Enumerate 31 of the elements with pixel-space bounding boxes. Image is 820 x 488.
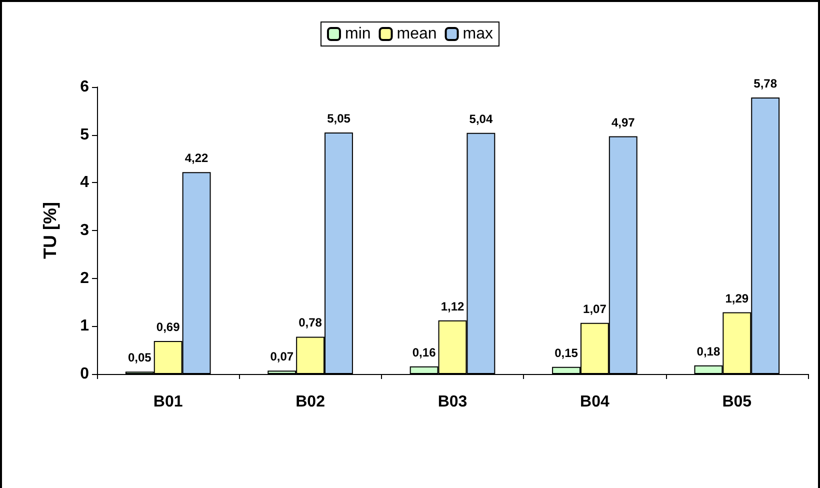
x-tick-label: B03 — [438, 394, 468, 410]
y-tick-label: 0 — [80, 366, 90, 382]
data-label: 1,29 — [725, 291, 749, 306]
data-label: 5,04 — [469, 112, 493, 126]
legend-label: min — [344, 26, 371, 42]
x-tick-label: B02 — [296, 394, 326, 410]
data-label: 0,16 — [412, 345, 436, 360]
data-label: 0,78 — [298, 316, 322, 330]
data-label: 0,07 — [270, 350, 294, 364]
y-tick-label: 2 — [80, 270, 90, 287]
y-tick-label: 1 — [80, 318, 90, 335]
y-tick-label: 4 — [80, 174, 90, 192]
data-label: 0,05 — [128, 350, 152, 365]
data-label: 0,69 — [156, 320, 180, 334]
y-axis-title: TU [%] — [40, 202, 60, 259]
y-tick-label: 3 — [80, 222, 90, 239]
x-tick-label: B05 — [722, 394, 752, 410]
data-label: 4,22 — [184, 151, 209, 166]
data-label: 5,05 — [327, 111, 351, 126]
legend-label: mean — [396, 26, 437, 42]
data-label: 5,78 — [754, 76, 778, 91]
x-tick-label: B04 — [580, 394, 610, 410]
data-label: 0,18 — [696, 344, 720, 358]
y-tick-label: 6 — [80, 78, 90, 96]
data-label: 1,07 — [583, 302, 607, 316]
legend-label: max — [462, 26, 494, 42]
data-label: 4,97 — [611, 115, 636, 130]
y-tick-label: 5 — [80, 126, 90, 144]
x-tick-label: B01 — [153, 394, 183, 410]
data-label: 0,15 — [554, 346, 578, 360]
data-label: 1,12 — [440, 299, 464, 314]
